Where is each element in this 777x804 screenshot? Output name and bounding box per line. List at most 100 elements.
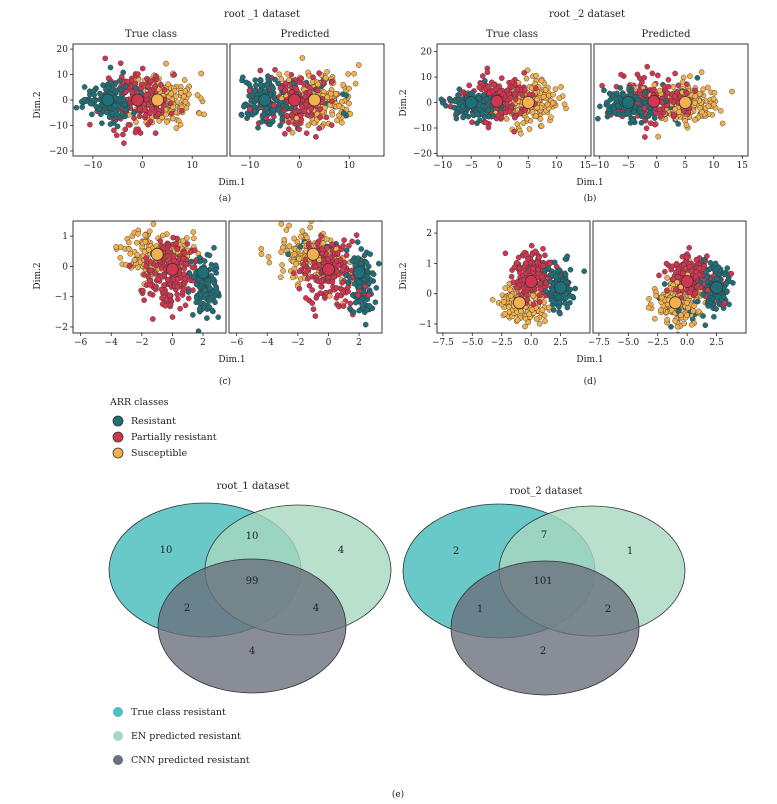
scatter-point-partially-resistant [293, 86, 300, 92]
scatter-point-resistant [601, 87, 607, 94]
scatter-point-partially-resistant [476, 84, 483, 91]
scatter-point-resistant [196, 306, 203, 312]
scatter-point-susceptible [533, 316, 540, 322]
scatter-point-partially-resistant [339, 267, 346, 273]
panel-c-xlabel: Dim.1 [218, 355, 245, 365]
scatter-point-partially-resistant [147, 267, 154, 274]
scatter-points [489, 242, 588, 330]
scatter-point-partially-resistant [301, 108, 308, 115]
scatter-point-partially-resistant [145, 273, 152, 280]
scatter-point-partially-resistant [329, 279, 336, 286]
centroid-partially-resistant [490, 94, 504, 108]
scatter-point-partially-resistant [147, 78, 154, 85]
scatter-point-partially-resistant [641, 105, 648, 111]
scatter-point-susceptible [529, 306, 536, 313]
scatter-point-susceptible [532, 113, 539, 119]
y-tick-label: 10 [421, 73, 433, 83]
scatter-point-susceptible [656, 87, 663, 94]
scatter-point-susceptible [546, 304, 552, 311]
scatter-point-partially-resistant [337, 257, 344, 263]
scatter-point-partially-resistant [529, 251, 536, 258]
scatter-point-resistant [274, 107, 281, 113]
scatter-point-partially-resistant [155, 276, 162, 282]
scatter-point-partially-resistant [323, 114, 330, 121]
scatter-point-partially-resistant [516, 265, 523, 272]
scatter-point-resistant [347, 305, 353, 312]
venn-legend: True class resistant EN predicted resist… [113, 707, 250, 766]
scatter-point-susceptible [680, 74, 687, 81]
scatter-point-resistant [186, 270, 193, 277]
scatter-point-partially-resistant [479, 73, 486, 79]
scatter-point-partially-resistant [335, 262, 342, 269]
scatter-point-susceptible [683, 122, 690, 128]
scatter-point-resistant [361, 252, 368, 259]
scatter-point-partially-resistant [599, 82, 605, 89]
scatter-point-resistant [490, 112, 497, 119]
scatter-point-susceptible [276, 71, 283, 78]
x-tick-label: −2 [135, 338, 148, 348]
scatter-point-resistant [453, 115, 460, 122]
scatter-point-partially-resistant [122, 126, 129, 133]
scatter-point-resistant [651, 115, 658, 122]
centroid-susceptible [521, 96, 535, 109]
scatter-point-resistant [118, 87, 125, 94]
scatter-point-resistant [551, 259, 558, 266]
scatter-point-partially-resistant [647, 120, 654, 127]
scatter-point-partially-resistant [152, 83, 159, 90]
scatter-point-partially-resistant [663, 260, 670, 267]
scatter-point-resistant [483, 96, 490, 103]
scatter-point-susceptible [678, 312, 684, 319]
scatter-point-resistant [553, 273, 559, 280]
scatter-point-resistant [238, 112, 245, 118]
y-tick-label: −20 [413, 149, 432, 159]
scatter-point-resistant [697, 279, 704, 286]
scatter-point-resistant [277, 122, 283, 129]
scatter-point-partially-resistant [329, 241, 336, 248]
scatter-point-susceptible [525, 319, 532, 326]
scatter-point-resistant [204, 315, 210, 321]
scatter-point-resistant [239, 74, 246, 81]
scatter-point-partially-resistant [178, 107, 185, 114]
y-tick-label: −10 [49, 121, 68, 131]
scatter-point-susceptible [168, 90, 174, 97]
scatter-point-resistant [241, 103, 247, 110]
venn-root1-all-count: 99 [246, 576, 259, 587]
scatter-point-susceptible [182, 99, 189, 105]
scatter-point-partially-resistant [164, 276, 171, 283]
scatter-point-partially-resistant [618, 71, 624, 78]
scatter-point-resistant [257, 82, 264, 88]
scatter-point-partially-resistant [282, 87, 288, 94]
scatter-point-susceptible [127, 250, 134, 257]
scatter-point-resistant [345, 279, 351, 286]
plot-frame [72, 220, 227, 334]
scatter-point-resistant [438, 96, 445, 103]
scatter-point-resistant [712, 260, 719, 267]
scatter-point-susceptible [146, 228, 153, 235]
scatter-point-susceptible [646, 295, 652, 302]
scatter-point-partially-resistant [167, 301, 174, 308]
scatter-point-partially-resistant [683, 254, 690, 261]
scatter-point-partially-resistant [365, 292, 372, 299]
scatter-point-partially-resistant [314, 240, 321, 247]
scatter-point-partially-resistant [257, 67, 264, 74]
x-tick-label: 0 [654, 161, 660, 171]
centroid-susceptible [150, 247, 164, 261]
scatter-point-resistant [81, 84, 88, 90]
scatter-point-susceptible [286, 243, 293, 249]
scatter-point-partially-resistant [323, 289, 329, 296]
scatter-point-susceptible [523, 75, 530, 82]
scatter-point-resistant [638, 109, 645, 116]
scatter-point-partially-resistant [168, 110, 175, 117]
scatter-point-resistant [297, 244, 304, 250]
scatter-point-resistant [703, 274, 710, 281]
scatter-point-partially-resistant [340, 303, 347, 310]
scatter-point-partially-resistant [182, 275, 188, 282]
scatter-point-susceptible [501, 299, 507, 305]
scatter-point-susceptible [291, 235, 298, 242]
scatter-point-resistant [550, 307, 557, 313]
scatter-point-susceptible [296, 255, 302, 262]
scatter-point-susceptible [177, 121, 184, 128]
scatter-point-partially-resistant [131, 115, 137, 121]
x-tick-label: 2 [200, 338, 206, 348]
venn-root1-cnn-set [157, 558, 347, 694]
